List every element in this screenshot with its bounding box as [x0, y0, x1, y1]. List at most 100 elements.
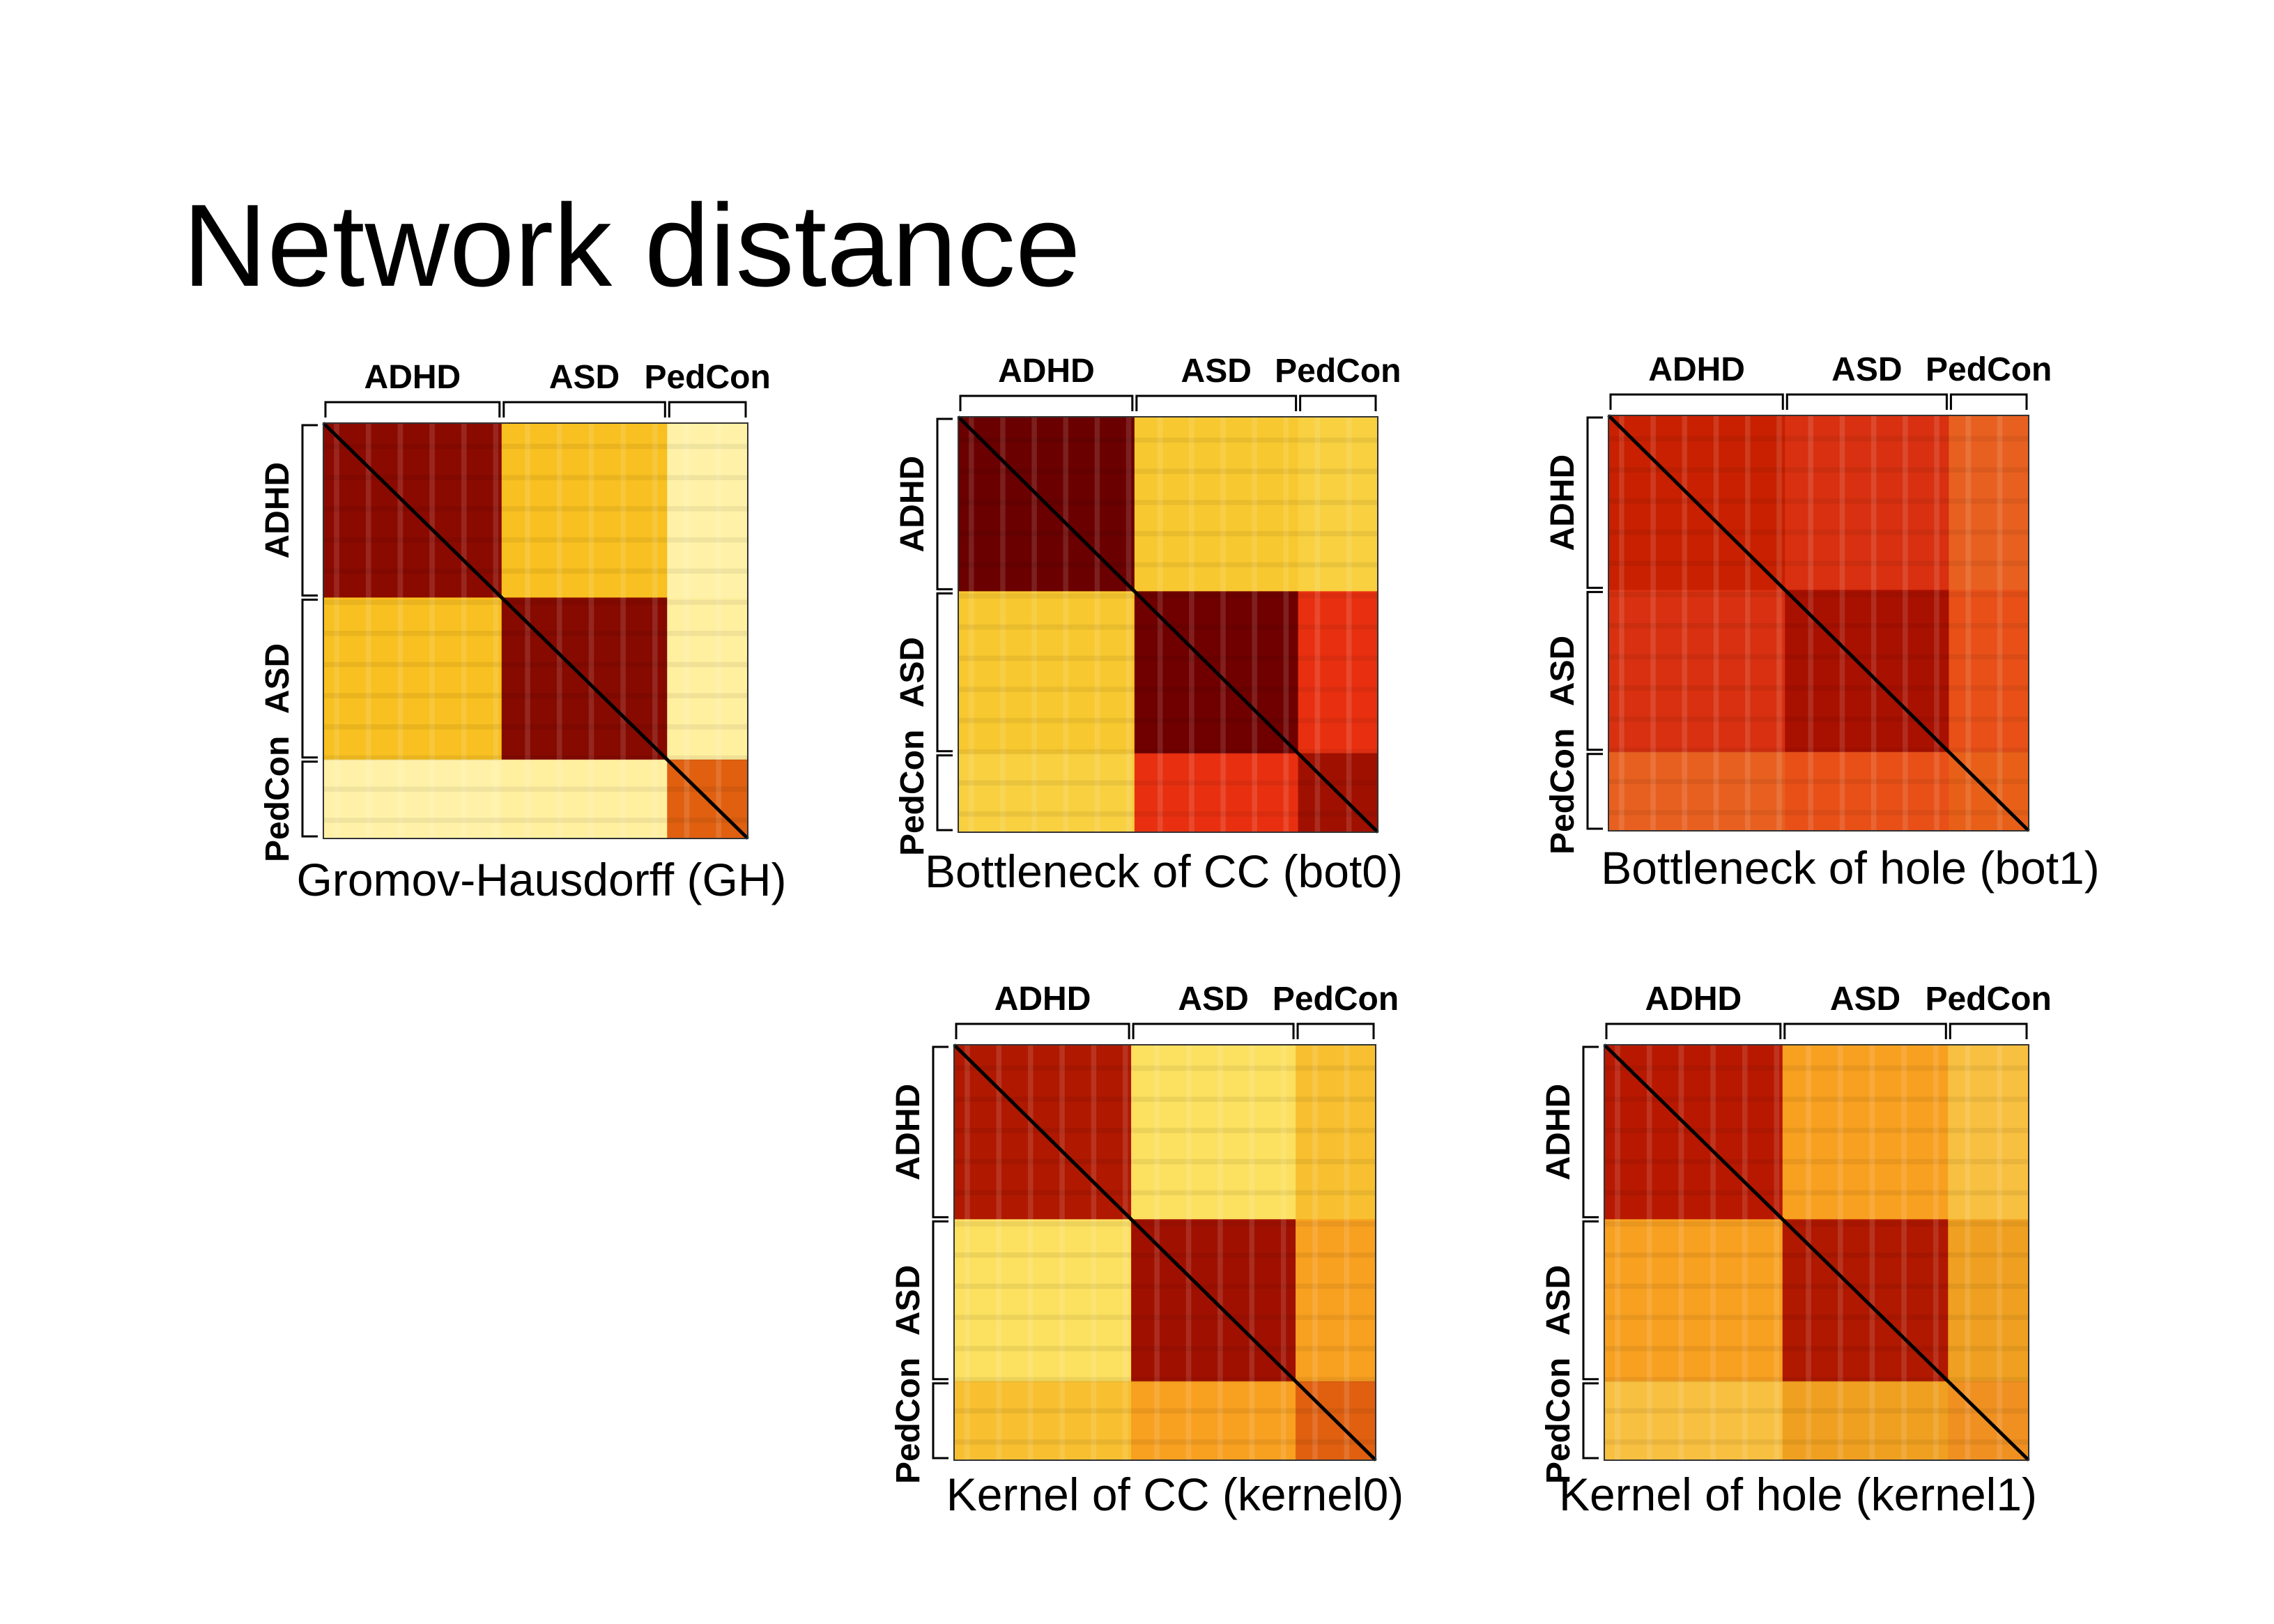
group-label-top: PedCon	[1275, 353, 1401, 390]
group-label-left: ADHD	[1544, 454, 1581, 551]
heatmap-stripe	[954, 1346, 1376, 1351]
heatmap-stripe	[958, 780, 1378, 786]
left-bracket	[1586, 590, 1603, 751]
diagonal	[1607, 414, 2030, 832]
heatmap-block	[1604, 1219, 1783, 1382]
heatmap-stripe	[1604, 1158, 2029, 1165]
slide-title: Network distance	[183, 180, 1081, 311]
heatmap-block	[1785, 751, 1949, 832]
heatmap-stripe	[1615, 1045, 1620, 1460]
heatmap-frame	[953, 1044, 1376, 1461]
heatmap-stripe	[1608, 779, 2029, 784]
heatmap-stripe	[323, 568, 748, 574]
heatmap-stripe	[1094, 417, 1100, 832]
heatmap-stripe	[1903, 415, 1908, 831]
heatmap-stripe	[1123, 1045, 1128, 1460]
left-bracket	[301, 760, 318, 838]
group-label-top: ADHD	[998, 353, 1095, 390]
group-label-top: ADHD	[994, 981, 1091, 1018]
group-label-left: PedCon	[1544, 728, 1581, 855]
heatmap-stripe	[1604, 1065, 2029, 1071]
heatmap-stripe	[1154, 1045, 1160, 1460]
heatmap-stripe	[1713, 415, 1719, 831]
group-label-left: PedCon	[894, 730, 931, 856]
left-bracket	[932, 1382, 948, 1460]
heatmap-block	[1782, 1381, 1949, 1461]
heatmap-stripe	[1604, 1096, 2029, 1102]
heatmap-block	[1604, 1381, 1783, 1461]
group-label-left: PedCon	[1540, 1358, 1577, 1484]
panel-caption: Kernel of hole (kernel1)	[1559, 1469, 2037, 1520]
heatmap-stripe	[1965, 1045, 1971, 1460]
heatmap-stripe	[1604, 1128, 2029, 1133]
heatmap-block	[1608, 590, 1785, 753]
heatmap-stripe	[1604, 1377, 2029, 1383]
heatmap-stripe	[958, 655, 1378, 661]
heatmap-stripe	[1646, 1045, 1652, 1460]
heatmap-stripe	[954, 1190, 1376, 1196]
heatmap-panel: ADHDADHDASDASDPedConPedConGromov-Hausdor…	[259, 359, 786, 905]
heatmap-stripe	[1608, 747, 2029, 753]
heatmap-stripe	[1608, 654, 2029, 660]
heatmap-stripe	[1934, 415, 1939, 831]
heatmap-stripe	[958, 687, 1378, 692]
diagonal	[322, 422, 749, 840]
heatmap-frame	[1608, 415, 2029, 832]
heatmap-stripe	[1744, 415, 1751, 831]
group-label-top: ASD	[1178, 981, 1248, 1018]
group-label-top: PedCon	[1273, 981, 1399, 1018]
heatmap-stripe	[958, 468, 1378, 474]
heatmap-block	[1948, 1219, 2029, 1382]
heatmap-stripe	[1608, 436, 2029, 442]
heatmap-block	[501, 759, 668, 839]
heatmap-block	[1131, 1045, 1296, 1220]
heatmap-stripe	[958, 530, 1378, 537]
heatmap-stripe	[1901, 1045, 1907, 1460]
heatmap-stripe	[716, 423, 721, 838]
heatmap-stripe	[958, 811, 1378, 817]
heatmap-stripe	[323, 818, 748, 823]
heatmap-block	[1949, 590, 2029, 753]
heatmap-stripe	[954, 1377, 1376, 1383]
panel-caption: Bottleneck of hole (bot1)	[1601, 842, 2099, 894]
heatmap-stripe	[1839, 415, 1845, 831]
heatmap-stripe	[323, 661, 748, 668]
group-label-top: ADHD	[1645, 981, 1742, 1018]
heatmap-stripe	[1344, 1045, 1350, 1460]
top-bracket	[668, 401, 747, 418]
heatmap-block	[323, 759, 502, 839]
heatmap-stripe	[1608, 810, 2029, 815]
heatmap-stripe	[958, 625, 1378, 630]
top-bracket	[1296, 1022, 1375, 1039]
heatmap-block	[1298, 591, 1378, 754]
heatmap-block	[1608, 751, 1785, 832]
left-bracket	[932, 1220, 948, 1381]
heatmap-block	[323, 597, 502, 760]
heatmap-block	[1296, 1219, 1376, 1382]
heatmap-stripe	[1283, 417, 1289, 832]
heatmap-stripe	[1619, 415, 1624, 831]
group-label-left: ASD	[1540, 1265, 1577, 1335]
heatmap-block	[1949, 415, 2029, 590]
heatmap-stripe	[588, 423, 594, 838]
heatmap-stripe	[1249, 1045, 1255, 1460]
panel-caption: Kernel of CC (kernel0)	[946, 1469, 1404, 1520]
heatmap-stripe	[1185, 1045, 1192, 1460]
heatmap-block	[667, 597, 748, 760]
left-bracket	[936, 754, 953, 832]
heatmap-stripe	[323, 631, 748, 636]
heatmap-stripe	[1870, 415, 1877, 831]
heatmap-stripe	[1608, 529, 2029, 535]
heatmap-stripe	[365, 423, 371, 838]
heatmap-stripe	[323, 786, 748, 792]
heatmap-stripe	[1608, 623, 2029, 629]
heatmap-stripe	[958, 718, 1378, 723]
top-bracket	[1132, 1022, 1295, 1039]
group-label-left: PedCon	[259, 736, 296, 862]
diagonal	[1603, 1043, 2030, 1462]
group-label-top: ASD	[1181, 353, 1252, 390]
heatmap-block	[958, 753, 1135, 833]
group-label-left: ADHD	[890, 1084, 927, 1181]
